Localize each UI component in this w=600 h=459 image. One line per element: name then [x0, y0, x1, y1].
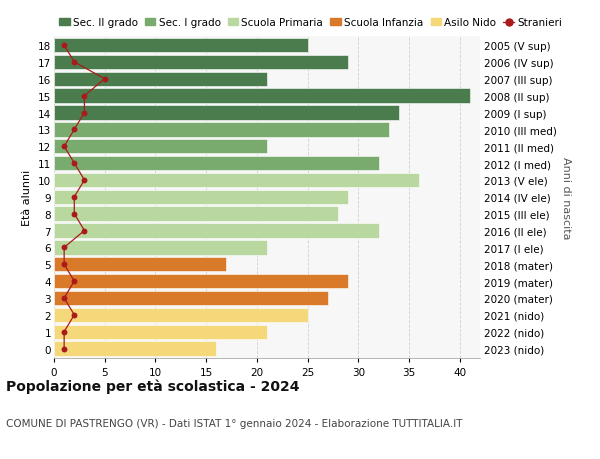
Bar [54, 274, 348, 289]
Point [80, 227, 89, 235]
Bar [54, 106, 399, 120]
Point [70, 126, 79, 134]
Point [59, 345, 69, 353]
Point [59, 295, 69, 302]
Point [80, 110, 89, 117]
Bar [54, 157, 379, 171]
Bar [54, 190, 348, 205]
Text: Popolazione per età scolastica - 2024: Popolazione per età scolastica - 2024 [6, 379, 299, 393]
Bar [54, 123, 389, 137]
Point [59, 42, 69, 50]
Bar [54, 140, 267, 154]
Bar [54, 90, 470, 104]
Point [80, 177, 89, 184]
Point [70, 211, 79, 218]
Bar [54, 308, 308, 322]
Point [70, 278, 79, 285]
Text: COMUNE DI PASTRENGO (VR) - Dati ISTAT 1° gennaio 2024 - Elaborazione TUTTITALIA.: COMUNE DI PASTRENGO (VR) - Dati ISTAT 1°… [6, 418, 463, 428]
Point [70, 194, 79, 201]
Bar [54, 56, 348, 70]
Point [100, 76, 110, 83]
Point [70, 59, 79, 67]
Point [59, 143, 69, 151]
Bar [54, 207, 338, 221]
Point [59, 261, 69, 269]
Bar [54, 73, 267, 87]
Point [59, 244, 69, 252]
Bar [54, 174, 419, 188]
Legend: Sec. II grado, Sec. I grado, Scuola Primaria, Scuola Infanzia, Asilo Nido, Stran: Sec. II grado, Sec. I grado, Scuola Prim… [59, 18, 562, 28]
Bar [54, 39, 308, 53]
Point [70, 312, 79, 319]
Bar [54, 224, 379, 238]
Bar [54, 291, 328, 305]
Y-axis label: Età alunni: Età alunni [22, 169, 32, 225]
Bar [54, 341, 216, 356]
Bar [54, 241, 267, 255]
Point [59, 328, 69, 336]
Point [80, 93, 89, 100]
Point [70, 160, 79, 168]
Y-axis label: Anni di nascita: Anni di nascita [561, 156, 571, 239]
Bar [54, 325, 267, 339]
Bar [54, 257, 226, 272]
